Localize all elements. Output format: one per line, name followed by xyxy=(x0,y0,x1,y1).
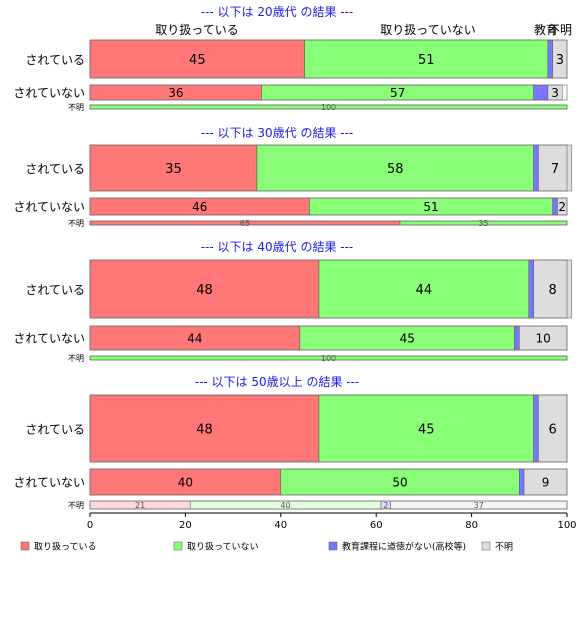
legend-swatch-0 xyxy=(20,541,30,551)
x-tick-label-0: 0 xyxy=(87,520,93,531)
data-label-3-2-3: 37 xyxy=(474,501,484,510)
row-label-0-1: されていない xyxy=(13,86,85,100)
data-label-1-0-3: 7 xyxy=(551,162,559,177)
bar-segment-3-0-0 xyxy=(89,394,320,463)
data-label-3-1-3: 9 xyxy=(542,475,550,489)
legend-label-1: 取り扱っていない xyxy=(187,541,259,553)
data-label-0-2-1: 100 xyxy=(321,103,336,112)
row-label-3-0: されている xyxy=(25,422,85,436)
data-label-3-2-0: 21 xyxy=(135,501,145,510)
data-label-1-1-3: 2 xyxy=(558,200,566,214)
bar-outline-2-0 xyxy=(89,259,568,319)
column-header-2: 教育 xyxy=(534,22,558,37)
bar-segment-3-0-1 xyxy=(318,394,534,463)
bar-segment-0-1-2 xyxy=(533,84,549,101)
x-tick-label-5: 100 xyxy=(557,520,576,531)
data-label-2-0-0: 48 xyxy=(196,283,213,298)
bar-outline-2-1 xyxy=(89,325,568,351)
row-label-1-1: されていない xyxy=(13,200,85,214)
row-label-2-1: されていない xyxy=(13,332,85,346)
data-label-3-1-0: 40 xyxy=(178,475,193,489)
data-label-2-1-3: 10 xyxy=(536,331,551,345)
data-label-2-1-0: 44 xyxy=(187,331,202,345)
legend-swatch-1 xyxy=(173,541,183,551)
legend-label-0: 取り扱っている xyxy=(34,541,97,553)
group-title-2: --- 以下は 40歳代 の結果 --- xyxy=(201,240,354,254)
legend-label-2: 教育課程に道徳がない(高校等) xyxy=(342,541,466,553)
row-label-0-2: 不明 xyxy=(68,103,84,112)
legend-label-3: 不明 xyxy=(495,542,513,553)
data-label-0-0-3: 3 xyxy=(556,53,564,68)
row-label-3-1: されていない xyxy=(13,476,85,490)
data-label-0-1-1: 57 xyxy=(390,86,405,100)
bar-outline-0-1 xyxy=(89,84,568,101)
data-label-3-2-2: 2 xyxy=(383,501,388,510)
bar-segment-3-1-1 xyxy=(280,468,520,496)
x-tick-label-4: 80 xyxy=(465,520,478,531)
bar-segment-3-1-3 xyxy=(523,468,568,496)
bar-segment-3-0-3 xyxy=(538,394,568,463)
data-label-2-1-1: 45 xyxy=(400,331,415,345)
data-label-2-0-1: 44 xyxy=(416,283,433,298)
bar-outline-0-0 xyxy=(89,39,568,79)
row-label-0-0: されている xyxy=(25,53,85,67)
data-label-1-0-1: 58 xyxy=(387,162,404,177)
data-label-0-1-0: 36 xyxy=(168,86,183,100)
x-tick-label-3: 60 xyxy=(370,520,383,531)
bar-outline-3-0 xyxy=(89,394,568,463)
data-label-0-0-0: 45 xyxy=(189,53,206,68)
bar-segment-2-1-0 xyxy=(89,325,301,351)
bar-segment-3-1-0 xyxy=(89,468,282,496)
data-label-3-0-0: 48 xyxy=(196,422,213,437)
legend-swatch-2 xyxy=(328,541,338,551)
group-title-3: --- 以下は 50歳以上 の結果 --- xyxy=(195,375,360,389)
row-label-1-2: 不明 xyxy=(68,219,84,228)
bar-outline-1-1 xyxy=(89,197,568,216)
group-title-0: --- 以下は 20歳代 の結果 --- xyxy=(201,5,354,19)
data-label-0-0-1: 51 xyxy=(418,53,435,68)
data-label-1-0-0: 35 xyxy=(165,162,182,177)
row-label-2-0: されている xyxy=(25,283,85,297)
bar-outline-3-1 xyxy=(89,468,568,496)
bar-segment-3-0-2 xyxy=(533,394,539,463)
x-tick-label-1: 20 xyxy=(179,520,192,531)
column-header-3: 不明 xyxy=(548,23,572,37)
bar-outline-0-2 xyxy=(89,104,568,110)
legend-swatch-3 xyxy=(481,541,491,551)
row-label-3-2: 不明 xyxy=(68,501,84,510)
bar-segment-2-1-1 xyxy=(299,325,515,351)
data-label-3-0-3: 6 xyxy=(549,422,557,437)
x-tick-label-2: 40 xyxy=(274,520,287,531)
bar-segment-2-0-0 xyxy=(89,259,320,319)
bar-segment-1-0-0 xyxy=(89,144,258,192)
bar-segment-2-1-3 xyxy=(519,325,568,351)
data-label-2-2-1: 100 xyxy=(321,354,336,363)
bar-outline-2-2 xyxy=(89,355,568,361)
data-label-0-1-3: 3 xyxy=(551,86,559,100)
data-label-1-2-1: 35 xyxy=(478,219,488,228)
column-header-0: 取り扱っている xyxy=(155,23,238,37)
data-label-2-0-3: 8 xyxy=(549,283,557,298)
bar-outline-3-2 xyxy=(89,500,568,510)
data-label-3-0-1: 45 xyxy=(418,422,435,437)
row-label-2-2: 不明 xyxy=(68,354,84,363)
data-label-1-1-1: 51 xyxy=(423,200,438,214)
bar-outline-1-2 xyxy=(89,220,568,226)
data-label-3-1-1: 50 xyxy=(392,475,407,489)
bar-outline-1-0 xyxy=(89,144,568,192)
data-label-1-2-0: 65 xyxy=(240,219,250,228)
data-label-1-1-0: 46 xyxy=(192,200,207,214)
column-header-1: 取り扱っていない xyxy=(380,23,475,37)
row-label-1-0: されている xyxy=(25,162,85,176)
group-title-1: --- 以下は 30歳代 の結果 --- xyxy=(201,126,354,140)
data-label-3-2-1: 40 xyxy=(280,501,290,510)
